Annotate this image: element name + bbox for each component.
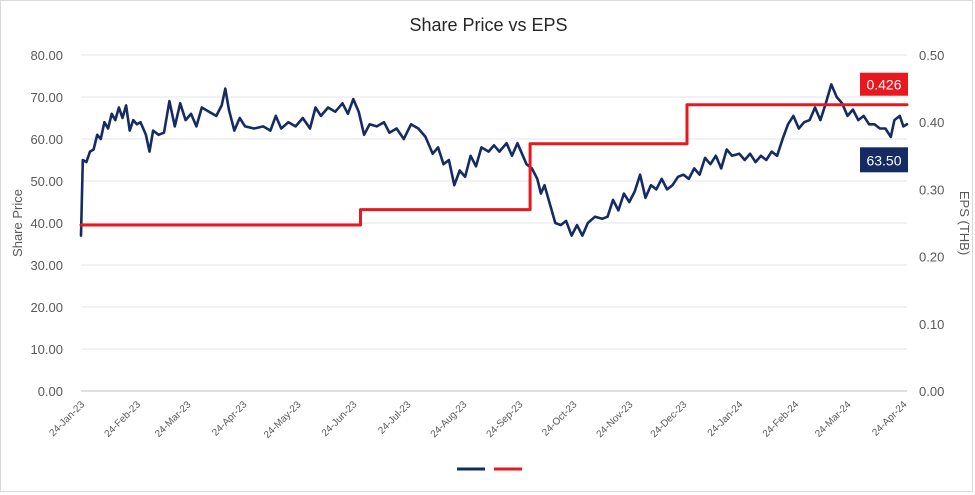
y2-tick-label: 0.00 [919,384,944,399]
x-tick-label: 24-Nov-23 [595,399,636,440]
y-tick-label: 40.00 [30,216,63,231]
y-tick-label: 20.00 [30,300,63,315]
y2-tick-label: 0.50 [919,48,944,63]
x-tick-label: 24-Aug-23 [429,399,470,440]
x-tick-label: 24-Jan-23 [48,399,88,439]
chart-title: Share Price vs EPS [409,15,568,35]
y2-tick-label: 0.30 [919,182,944,197]
eps-callout-label: 0.426 [866,77,901,93]
x-tick-label: 24-Feb-24 [761,399,802,440]
y-tick-label: 60.00 [30,132,63,147]
share-price-line [79,83,909,237]
y-tick-label: 70.00 [30,90,63,105]
x-tick-label: 24-Jan-24 [706,399,746,439]
x-tick-label: 24-Mar-23 [153,399,194,440]
y2-tick-label: 0.20 [919,250,944,265]
x-tick-label: 24-Feb-23 [103,399,144,440]
y2-axis-title: EPS (THB) [957,191,972,255]
eps-step-line [79,103,909,227]
y-tick-label: 80.00 [30,48,63,63]
eps-callout-box [860,72,908,96]
x-tick-label: 24-Jun-23 [320,399,360,439]
y-tick-label: 30.00 [30,258,63,273]
x-tick-label: 24-Apr-24 [870,399,910,439]
x-tick-label: 24-Oct-23 [540,399,580,439]
y2-tick-label: 0.40 [919,115,944,130]
y-axis-title: Share Price [10,189,25,257]
price-callout-label: 63.50 [866,152,901,168]
y-tick-label: 10.00 [30,342,63,357]
price-callout-box [860,147,908,173]
x-tick-label: 24-Sep-23 [485,399,526,440]
y-tick-label: 0.00 [38,384,63,399]
x-tick-label: 24-Apr-23 [210,399,250,439]
x-tick-label: 24-May-23 [262,399,304,441]
y2-tick-label: 0.10 [919,317,944,332]
y-tick-label: 50.00 [30,174,63,189]
x-tick-label: 24-Dec-23 [649,399,690,440]
x-tick-label: 24-Mar-24 [813,399,854,440]
x-tick-label: 24-Jul-23 [376,399,414,437]
